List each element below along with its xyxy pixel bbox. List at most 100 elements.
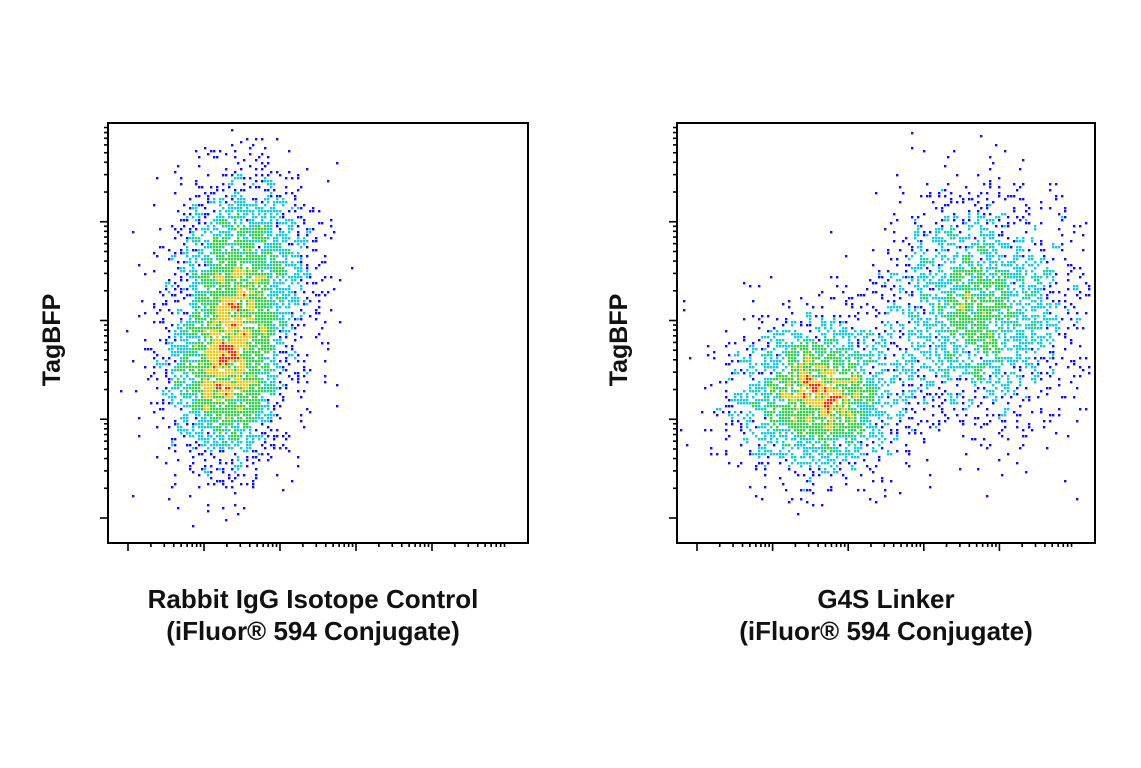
density-point bbox=[911, 369, 914, 372]
density-point bbox=[905, 237, 908, 240]
density-point bbox=[830, 351, 833, 354]
density-point bbox=[291, 219, 294, 222]
density-point bbox=[252, 408, 255, 411]
density-point bbox=[851, 306, 854, 309]
density-point bbox=[213, 318, 216, 321]
density-point bbox=[926, 336, 929, 339]
density-point bbox=[878, 273, 881, 276]
density-point bbox=[198, 414, 201, 417]
density-point bbox=[911, 366, 914, 369]
density-point bbox=[240, 243, 243, 246]
density-point bbox=[246, 207, 249, 210]
density-point bbox=[791, 324, 794, 327]
density-point bbox=[911, 315, 914, 318]
density-point bbox=[1025, 231, 1028, 234]
density-point bbox=[198, 423, 201, 426]
density-point bbox=[288, 171, 291, 174]
density-point bbox=[1055, 183, 1058, 186]
density-point bbox=[222, 270, 225, 273]
density-point bbox=[1070, 342, 1073, 345]
density-point bbox=[962, 285, 965, 288]
density-point bbox=[204, 426, 207, 429]
density-point bbox=[228, 390, 231, 393]
density-point bbox=[207, 312, 210, 315]
density-point bbox=[243, 246, 246, 249]
density-point bbox=[267, 402, 270, 405]
density-point bbox=[195, 330, 198, 333]
density-point bbox=[168, 309, 171, 312]
density-point bbox=[845, 351, 848, 354]
density-point bbox=[980, 279, 983, 282]
density-point bbox=[965, 351, 968, 354]
density-point bbox=[297, 252, 300, 255]
density-point bbox=[237, 399, 240, 402]
density-point bbox=[273, 375, 276, 378]
density-point bbox=[947, 249, 950, 252]
density-point bbox=[252, 393, 255, 396]
density-point bbox=[282, 327, 285, 330]
density-point bbox=[267, 234, 270, 237]
density-point bbox=[782, 357, 785, 360]
density-point bbox=[228, 396, 231, 399]
density-point bbox=[959, 321, 962, 324]
density-point bbox=[228, 369, 231, 372]
density-point bbox=[243, 333, 246, 336]
density-point bbox=[234, 339, 237, 342]
density-point bbox=[312, 282, 315, 285]
density-point bbox=[240, 306, 243, 309]
density-point bbox=[968, 315, 971, 318]
density-point bbox=[887, 321, 890, 324]
density-point bbox=[216, 375, 219, 378]
density-point bbox=[171, 342, 174, 345]
density-point bbox=[180, 288, 183, 291]
density-point bbox=[228, 183, 231, 186]
density-point bbox=[1034, 276, 1037, 279]
density-point bbox=[785, 348, 788, 351]
density-point bbox=[231, 144, 234, 147]
density-point bbox=[1073, 288, 1076, 291]
density-point bbox=[303, 291, 306, 294]
density-point bbox=[234, 300, 237, 303]
density-point bbox=[213, 387, 216, 390]
density-point bbox=[965, 342, 968, 345]
density-point bbox=[285, 288, 288, 291]
density-point bbox=[827, 354, 830, 357]
density-point bbox=[213, 291, 216, 294]
density-point bbox=[246, 447, 249, 450]
density-point bbox=[321, 261, 324, 264]
density-point bbox=[273, 315, 276, 318]
density-point bbox=[294, 222, 297, 225]
density-point bbox=[264, 372, 267, 375]
density-point bbox=[977, 195, 980, 198]
density-point bbox=[207, 243, 210, 246]
density-point bbox=[959, 285, 962, 288]
density-point bbox=[252, 252, 255, 255]
density-point bbox=[896, 345, 899, 348]
density-point bbox=[192, 249, 195, 252]
density-point bbox=[923, 351, 926, 354]
density-point bbox=[246, 360, 249, 363]
density-point bbox=[276, 261, 279, 264]
density-point bbox=[255, 321, 258, 324]
density-point bbox=[986, 276, 989, 279]
density-point bbox=[210, 408, 213, 411]
density-point bbox=[261, 360, 264, 363]
density-point bbox=[234, 375, 237, 378]
density-point bbox=[216, 468, 219, 471]
density-point bbox=[977, 243, 980, 246]
density-point bbox=[258, 339, 261, 342]
density-point bbox=[219, 414, 222, 417]
density-point bbox=[240, 222, 243, 225]
density-point bbox=[971, 267, 974, 270]
density-point bbox=[1070, 339, 1073, 342]
density-point bbox=[950, 192, 953, 195]
density-point bbox=[968, 279, 971, 282]
density-point bbox=[258, 291, 261, 294]
density-point bbox=[821, 366, 824, 369]
density-point bbox=[851, 348, 854, 351]
density-point bbox=[234, 429, 237, 432]
density-point bbox=[216, 333, 219, 336]
density-point bbox=[228, 342, 231, 345]
density-point bbox=[252, 255, 255, 258]
density-point bbox=[228, 315, 231, 318]
